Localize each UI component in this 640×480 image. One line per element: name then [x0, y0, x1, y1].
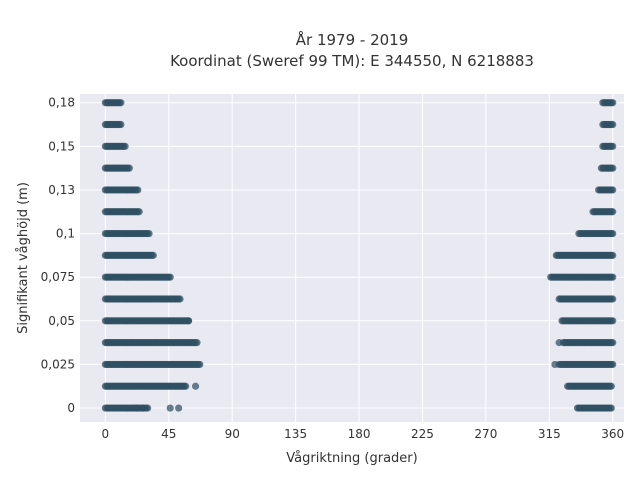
data-point [125, 164, 133, 172]
data-point [149, 251, 157, 259]
y-tick-label: 0,025 [41, 357, 75, 371]
data-point [609, 99, 617, 107]
data-point [609, 339, 617, 347]
data-point [166, 404, 174, 412]
y-tick-label: 0,15 [48, 139, 75, 153]
x-tick-label: 90 [225, 427, 240, 441]
data-point [609, 360, 617, 369]
y-tick-labels: 0 0,025 0,05 0,075 0,1 0,13 0,15 0,18 [41, 96, 75, 415]
data-point [607, 382, 615, 390]
y-axis-title: Signifikant våghöjd (m) [16, 182, 31, 334]
y-tick-label: 0,075 [41, 270, 75, 284]
data-point [609, 273, 617, 281]
data-point [609, 208, 617, 216]
data-point [609, 317, 617, 325]
y-tick-label: 0,1 [56, 227, 75, 241]
data-point [609, 164, 617, 172]
data-point [609, 295, 617, 303]
data-point [193, 339, 201, 347]
x-tick-label: 270 [474, 427, 497, 441]
chart-title: År 1979 - 2019 [296, 30, 409, 49]
data-point [609, 251, 617, 259]
x-tick-label: 315 [538, 427, 561, 441]
data-point [551, 360, 559, 369]
x-tick-label: 0 [102, 427, 110, 441]
x-tick-label: 180 [348, 427, 371, 441]
data-point [609, 142, 617, 150]
data-point [175, 404, 183, 412]
x-tick-label: 225 [411, 427, 434, 441]
data-point [196, 360, 204, 369]
data-point [121, 142, 129, 150]
data-point [166, 273, 174, 281]
y-tick-label: 0,05 [48, 314, 75, 328]
x-axis-title: Vågriktning (grader) [286, 451, 417, 466]
chart-subtitle: Koordinat (Sweref 99 TM): E 344550, N 62… [170, 52, 534, 70]
data-point [132, 404, 140, 412]
data-point [145, 229, 153, 238]
x-tick-labels: 0 45 90 135 180 225 270 315 360 [102, 427, 625, 441]
plot-area [80, 94, 624, 422]
x-tick-label: 135 [284, 427, 307, 441]
data-point [176, 295, 184, 303]
data-point [191, 382, 200, 390]
data-point [184, 317, 193, 325]
data-point [139, 404, 148, 412]
x-tick-label: 360 [601, 427, 624, 441]
data-point [555, 339, 563, 347]
data-points [101, 99, 617, 412]
data-point [117, 99, 125, 107]
y-tick-label: 0,18 [48, 96, 75, 110]
data-point [609, 186, 617, 194]
data-point [607, 404, 615, 412]
x-tick-label: 45 [161, 427, 176, 441]
data-point [609, 229, 617, 238]
y-tick-label: 0 [67, 401, 75, 415]
data-point [609, 120, 617, 129]
data-point [117, 120, 125, 129]
data-point [135, 208, 143, 216]
data-point [134, 186, 142, 194]
data-point [182, 382, 190, 390]
y-tick-label: 0,13 [48, 183, 75, 197]
